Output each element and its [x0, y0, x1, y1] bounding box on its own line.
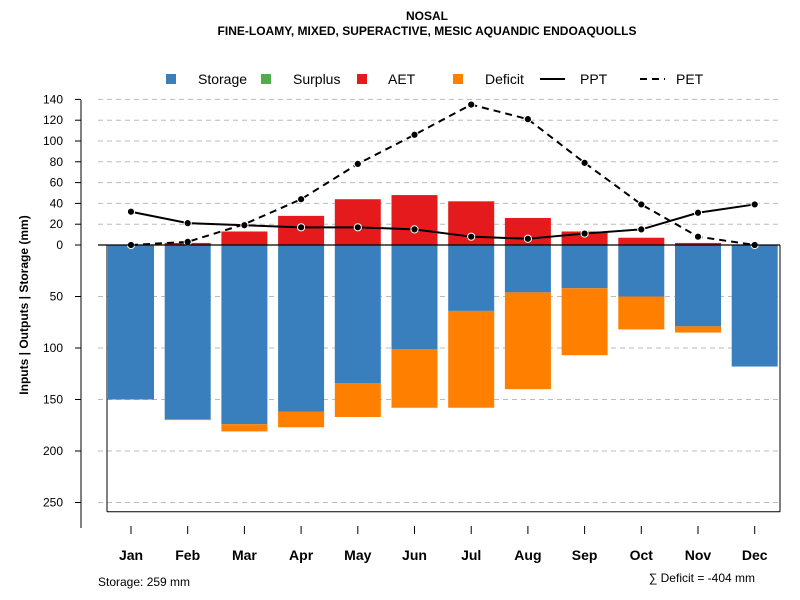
x-tick-label: Dec: [742, 547, 768, 563]
ppt-point: [693, 208, 703, 217]
ppt-point: [467, 232, 476, 241]
ppt-legend-label: PPT: [580, 71, 608, 87]
pet-legend-label: PET: [676, 71, 704, 87]
storage-legend-swatch: [166, 74, 176, 84]
storage-bar: [731, 245, 778, 367]
storage-bar: [504, 245, 551, 293]
storage-legend-label: Storage: [198, 71, 247, 87]
deficit-bar: [221, 424, 268, 432]
storage-bar: [278, 245, 325, 412]
surplus-legend-swatch: [261, 74, 271, 84]
ppt-point: [523, 234, 533, 243]
ppt-point: [183, 219, 192, 228]
y-tick-label: 140: [43, 92, 63, 106]
x-tick-label: Jan: [119, 547, 143, 563]
lines: [126, 100, 759, 250]
deficit-bar: [334, 383, 381, 418]
aet-bar: [675, 242, 721, 245]
deficit-legend-label: Deficit: [485, 71, 524, 87]
deficit-bar: [561, 288, 608, 356]
pet-point: [580, 158, 589, 167]
pet-point: [353, 159, 362, 168]
storage-bar: [618, 245, 665, 297]
y-tick-label: 60: [50, 176, 64, 190]
chart-subtitle: FINE-LOAMY, MIXED, SUPERACTIVE, MESIC AQ…: [218, 24, 637, 38]
storage-bar: [391, 245, 438, 350]
storage-bar: [448, 245, 495, 311]
ppt-line: [130, 203, 755, 240]
y-tick-label: 40: [50, 196, 64, 210]
pet-point: [467, 100, 476, 109]
aet-legend-swatch: [357, 74, 367, 84]
y-tick-label: 200: [43, 444, 63, 458]
chart-title: NOSAL: [406, 9, 448, 23]
x-tick-label: Apr: [289, 547, 314, 563]
y-tick-label: 80: [50, 155, 64, 169]
ppt-point: [240, 221, 249, 230]
storage-bar: [334, 245, 381, 384]
pet-point: [637, 200, 646, 209]
storage-bar: [561, 245, 608, 289]
legend: Storage Surplus AET Deficit PPT PET: [166, 71, 704, 87]
deficit-bar: [391, 349, 438, 408]
aet-bar: [618, 237, 665, 245]
x-tick-label: Nov: [685, 547, 712, 563]
x-tick-label: Oct: [630, 547, 654, 563]
pet-point: [693, 232, 703, 241]
y-tick-label: 100: [43, 134, 63, 148]
ppt-point: [126, 207, 136, 216]
pet-point: [297, 195, 306, 204]
storage-bar: [675, 245, 721, 327]
aet-bar: [221, 231, 268, 245]
storage-total: Storage: 259 mm: [98, 575, 190, 589]
aet-bar: [391, 195, 438, 245]
y-axis-label: Inputs | Outputs | Storage (mm): [17, 215, 31, 394]
deficit-legend-swatch: [453, 74, 463, 84]
ppt-point: [410, 225, 419, 234]
storage-bar: [221, 245, 268, 425]
deficit-bar: [504, 292, 551, 390]
x-tick-label: Feb: [175, 547, 200, 563]
storage-bar: [108, 245, 154, 400]
x-tick-label: Aug: [514, 547, 541, 563]
y-tick-label: 50: [50, 290, 64, 304]
surplus-legend-label: Surplus: [293, 71, 340, 87]
bars: [108, 195, 778, 432]
aet-legend-label: AET: [388, 71, 416, 87]
pet-point: [523, 115, 533, 124]
aet-bar: [334, 199, 381, 245]
x-tick-label: Jul: [461, 547, 481, 563]
deficit-bar: [164, 419, 211, 421]
ppt-point: [750, 200, 759, 209]
pet-line: [130, 103, 755, 246]
x-tick-label: May: [344, 547, 371, 563]
x-tick-label: Jun: [402, 547, 427, 563]
y-tick-label: 150: [43, 393, 63, 407]
pet-point: [410, 130, 419, 139]
deficit-bar: [618, 296, 665, 330]
y-tick-label: 20: [50, 217, 64, 231]
y-tick-label: 0: [56, 238, 63, 252]
deficit-bar: [278, 411, 325, 428]
y-tick-label: 100: [43, 341, 63, 355]
storage-bar: [164, 245, 211, 420]
ppt-point: [297, 223, 306, 232]
y-tick-label: 120: [43, 113, 63, 127]
ppt-point: [580, 229, 589, 238]
ppt-point: [353, 223, 362, 232]
deficit-total: ∑ Deficit = -404 mm: [649, 571, 755, 585]
deficit-bar: [675, 326, 721, 333]
x-tick-label: Mar: [232, 547, 257, 563]
gridlines: [98, 98, 780, 503]
deficit-bar: [448, 310, 495, 408]
ppt-point: [637, 225, 646, 234]
x-tick-label: Sep: [572, 547, 598, 563]
y-tick-label: 250: [43, 496, 63, 510]
